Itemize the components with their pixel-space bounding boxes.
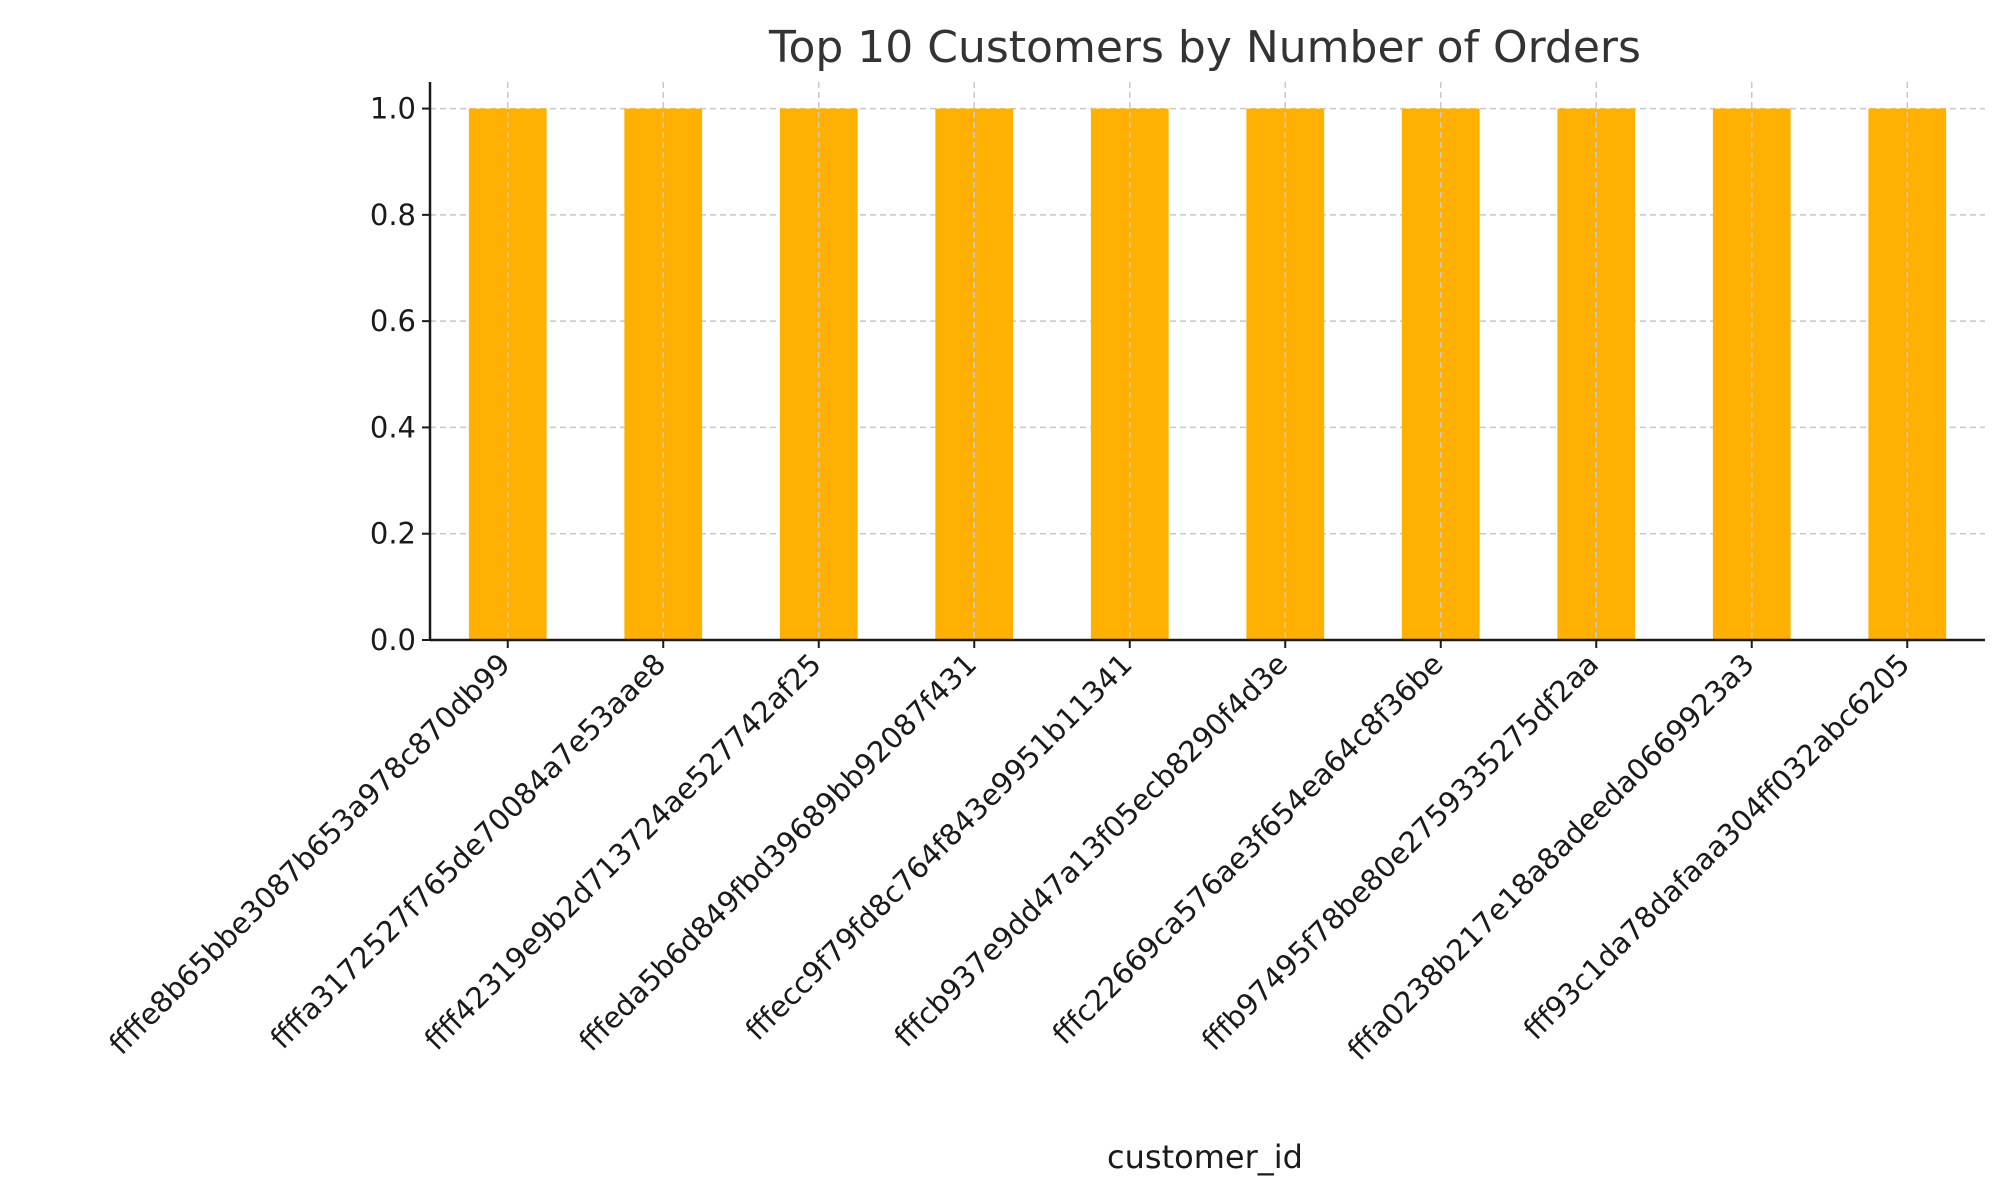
- y-tick-label: 0.2: [370, 517, 416, 551]
- y-tick-label: 0.6: [370, 304, 416, 338]
- y-tick-label: 1.0: [370, 92, 416, 126]
- y-tick-label: 0.4: [370, 410, 416, 444]
- y-tick-label: 0.0: [370, 623, 416, 657]
- y-tick-label: 0.8: [370, 198, 416, 232]
- x-axis-title: customer_id: [1107, 1138, 1303, 1176]
- bars: [468, 108, 1947, 641]
- x-grid-lines: [507, 82, 1908, 640]
- chart-title: Top 10 Customers by Number of Orders: [768, 22, 1641, 73]
- axes: 0.00.20.40.60.81.0ffffe8b65bbe3087b653a9…: [102, 82, 1985, 1067]
